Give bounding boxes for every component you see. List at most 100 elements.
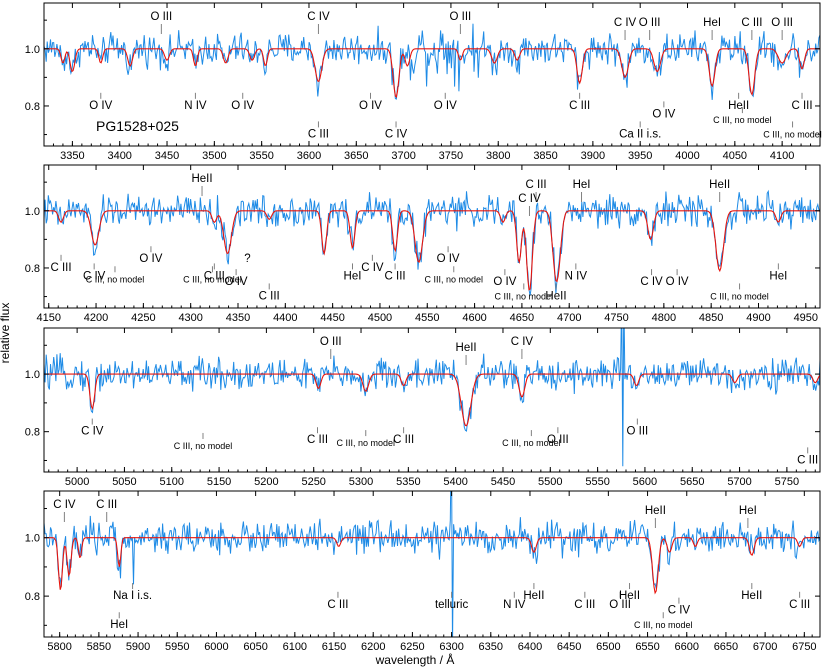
line-identification-label: Ca II i.s. (619, 128, 661, 140)
x-tick-label: 4250 (131, 312, 155, 324)
line-identification-label: HeI (769, 270, 787, 282)
spectra-clip-group (44, 189, 820, 296)
x-tick-label: 5550 (585, 476, 609, 488)
x-tick-label: 6700 (753, 641, 777, 653)
line-identification-label: O IV (493, 276, 516, 288)
x-tick-label: 5500 (538, 476, 562, 488)
line-identification-label: HeI (703, 17, 721, 29)
line-identification-label: N IV (184, 100, 207, 112)
line-identification-label: C III (308, 128, 329, 140)
line-identification-label: C III, no model (174, 441, 233, 451)
line-identification-label: C III (307, 434, 328, 446)
x-tick-label: 3400 (107, 150, 131, 162)
x-tick-label: 5600 (633, 476, 657, 488)
object-label: PG1528+025 (96, 118, 179, 134)
line-identification-label: C IV (361, 262, 384, 274)
x-tick-label: 6000 (204, 641, 228, 653)
line-identification-label: HeII (619, 590, 640, 602)
y-axis-title: relative flux (0, 303, 12, 364)
x-tick-label: 5750 (775, 476, 799, 488)
observed-spectrum-line (44, 189, 820, 296)
line-identification-label: O IV (434, 100, 457, 112)
x-tick-label: 5200 (254, 476, 278, 488)
y-tick-label: 1.0 (25, 369, 40, 381)
line-identification-label: O IV (139, 253, 162, 265)
panel-frame (43, 490, 821, 638)
x-tick-label: 4650 (510, 312, 534, 324)
x-tick-label: 3950 (628, 150, 652, 162)
line-identification-label: C III (741, 17, 762, 29)
x-tick-label: 6750 (792, 641, 816, 653)
x-tick-label: 4450 (320, 312, 344, 324)
y-tick-label: 0.8 (25, 591, 40, 603)
x-tick-label: 5250 (301, 476, 325, 488)
line-identification-label: Na I i.s. (113, 590, 152, 602)
line-identification-label: C IV (668, 605, 691, 617)
line-identification-label: HeII (709, 179, 730, 191)
x-tick-label: 4100 (770, 150, 794, 162)
line-identification-label: O IV (359, 100, 382, 112)
line-identification-label: O IV (89, 100, 112, 112)
x-tick-label: 6150 (322, 641, 346, 653)
panels-group: 3350 3400 3450 3500 3550 3600 3650 3700 3750 3800… (25, 2, 822, 653)
x-tick-label: 6050 (243, 641, 267, 653)
x-tick-label: 5850 (87, 641, 111, 653)
x-tick-label: 5000 (65, 476, 89, 488)
line-identification-label: N IV (565, 270, 588, 282)
line-identification-label: O IV (666, 276, 689, 288)
observed-spectrum-line (44, 328, 820, 467)
line-identification-label: HeI (110, 619, 128, 631)
x-tick-label: 4850 (699, 312, 723, 324)
line-identification-label: C IV (53, 499, 76, 511)
line-identification-label: C IV (614, 17, 637, 29)
line-identification-label: ? (244, 253, 250, 265)
line-identification-label: HeI (739, 505, 757, 517)
x-tick-label: 4500 (368, 312, 392, 324)
line-identification-label: C III, no model (183, 274, 242, 284)
x-tick-label: 5450 (491, 476, 515, 488)
line-identification-label: C IV (307, 11, 330, 23)
x-tick-label: 6100 (283, 641, 307, 653)
x-tick-label: 4750 (604, 312, 628, 324)
x-tick-label: 5650 (680, 476, 704, 488)
x-tick-label: 6650 (714, 641, 738, 653)
line-identification-label: HeII (728, 100, 749, 112)
line-identification-label: C III, no model (634, 620, 693, 630)
x-tick-label: 4900 (746, 312, 770, 324)
line-identification-label: HeII (523, 590, 544, 602)
x-tick-label: 5300 (349, 476, 373, 488)
spectrum-panel-4: 5800 5850 5900 5950 6000 6050 6100 6150 6200 6250… (25, 490, 821, 653)
line-identification-label: O III (150, 11, 172, 23)
line-identification-label: HeI (344, 270, 362, 282)
x-tick-label: 3600 (297, 150, 321, 162)
line-identification-label: C III, no model (425, 274, 484, 284)
x-tick-label: 6400 (518, 641, 542, 653)
x-tick-label: 6600 (675, 641, 699, 653)
line-identification-label: HeII (741, 590, 762, 602)
x-tick-label: 5900 (126, 641, 150, 653)
line-identification-label: N IV (503, 599, 526, 611)
x-tick-label: 5100 (160, 476, 184, 488)
line-identification-label: C IV (640, 276, 663, 288)
y-tick-label: 1.0 (25, 44, 40, 56)
line-identification-label: O III (320, 336, 342, 348)
line-identification-label: C III (526, 179, 547, 191)
line-identification-label: O III (450, 11, 472, 23)
line-identification-label: C III (204, 270, 225, 282)
x-tick-label: 4950 (794, 312, 818, 324)
x-tick-label: 4600 (462, 312, 486, 324)
line-identification-label: O III (547, 434, 569, 446)
y-tick-label: 0.8 (25, 101, 40, 113)
x-tick-label: 3750 (439, 150, 463, 162)
x-tick-label: 5950 (165, 641, 189, 653)
model-spectrum-line (44, 373, 820, 427)
line-identification-label: telluric (435, 599, 468, 611)
line-identification-label: O IV (231, 100, 254, 112)
x-tick-label: 3900 (581, 150, 605, 162)
x-tick-label: 5700 (727, 476, 751, 488)
line-identification-label: HeI (573, 179, 591, 191)
line-identification-label: C III (569, 100, 590, 112)
line-identification-label: C IV (385, 128, 408, 140)
